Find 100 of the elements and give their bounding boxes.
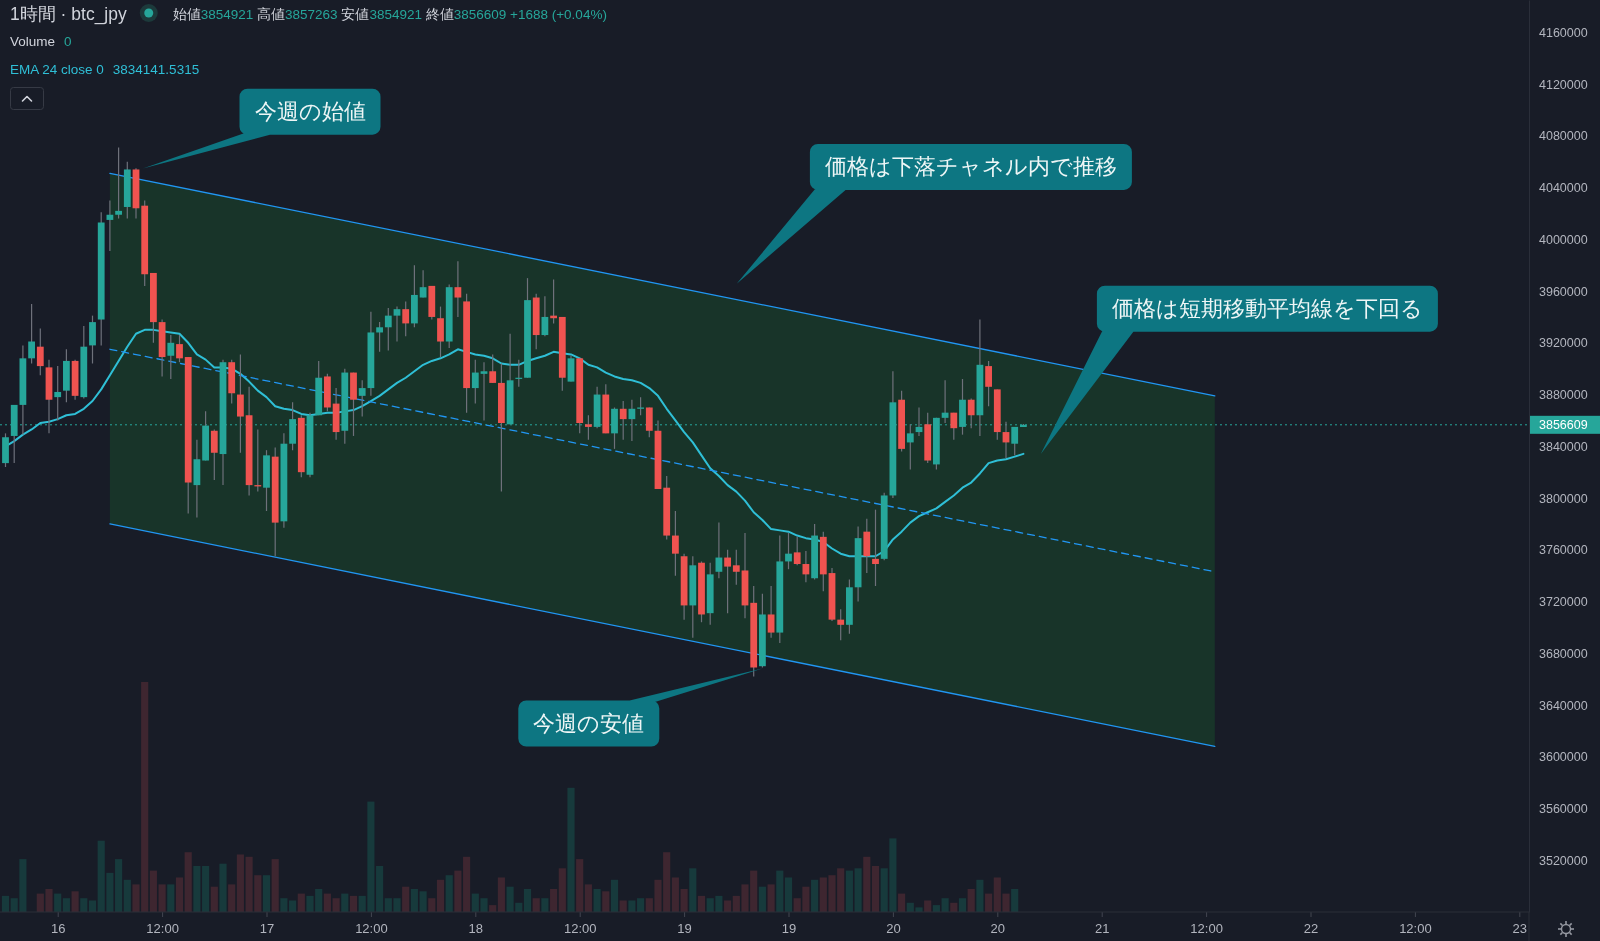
y-tick-label: 3720000 [1539,595,1588,610]
candlestick [480,361,488,422]
candlestick [89,315,96,365]
bar [228,884,236,912]
text: 始値3854921 高値3857263 安値3854921 終値3856609 +1688 (+0.04%) [172,6,607,22]
y-tick-label: 3960000 [1539,284,1588,299]
bar [193,866,201,912]
bar [297,893,305,912]
bar [219,863,227,912]
bar [410,889,418,912]
bar [158,884,166,912]
bar [958,898,967,912]
candlestick [1011,426,1019,456]
candlestick [237,353,244,454]
bar [776,870,784,912]
y-tick-label: 3840000 [1539,439,1588,454]
annotation: 価格は短期移動平均線を下回る [1111,296,1423,322]
x-tick-label: 23 [1512,921,1528,937]
y-tick-label: 3880000 [1539,388,1588,403]
bar [689,868,697,912]
bar [280,898,288,912]
x-tick-label: 12:00 [563,921,597,937]
bar [541,898,549,912]
bar [262,875,271,912]
bar [602,891,610,912]
bar [71,891,79,912]
bar [610,879,619,912]
y-tick-label: 3640000 [1539,698,1588,713]
bar [149,870,157,912]
bar [671,877,679,912]
bar [558,868,566,912]
y-tick-label: 4080000 [1539,129,1588,144]
x-tick-label: 22 [1303,921,1319,937]
candlestick [376,321,383,353]
bar [1011,889,1019,912]
bar [680,889,688,912]
bar [436,879,445,912]
x-tick-label: 17 [259,921,275,937]
bar [80,898,88,912]
annotation: 今週の始値 [254,99,366,125]
bar [758,886,766,912]
chart-title: 1時間 · btc_jpy [10,4,127,25]
bar [428,898,436,912]
candlestick [115,146,122,220]
y-tick-label: 3920000 [1539,336,1588,351]
candlestick [384,307,392,352]
annotation: 今週の安値 [533,711,645,736]
y-tick-label: 3680000 [1539,646,1588,661]
candlestick [393,305,401,343]
x-tick-label: 18 [468,921,484,937]
x-tick-label: 20 [990,921,1006,937]
x-tick-label: 12:00 [1399,921,1432,937]
y-tick-label: 3760000 [1539,543,1588,558]
bar [167,884,175,912]
candlestick [437,305,444,358]
bar [967,889,975,912]
bar [976,879,984,912]
y-tick-label: 4120000 [1539,77,1588,92]
bar [54,893,62,912]
bar [898,893,906,912]
candlestick [619,400,627,441]
bar [210,886,218,912]
candlestick [489,353,497,384]
bar [376,866,384,912]
x-tick-label: 16 [50,921,66,937]
y-tick-label: 3520000 [1539,853,1588,868]
text: Volume [10,33,56,49]
candlestick [767,585,775,639]
bar [323,893,331,912]
candlestick [176,334,183,363]
bar [202,866,210,912]
bar [419,891,427,912]
bar [532,898,540,912]
bar [854,868,862,912]
bar [123,879,131,912]
y-tick-label: 4040000 [1539,181,1588,196]
bar [445,875,453,912]
bar [637,898,645,912]
bar [1,895,10,912]
bar [550,889,558,912]
candlestick [985,360,992,407]
x-tick-label: 21 [1094,921,1110,937]
bar [175,877,184,912]
bar [567,787,575,912]
candlestick [36,327,44,376]
bar [784,877,793,912]
x-tick-label: 19 [781,921,797,937]
bar [454,870,462,912]
candlestick [645,406,653,438]
candlestick [454,260,462,318]
bar [811,879,819,912]
candlestick [672,510,679,577]
candlestick [567,355,575,383]
x-tick-label: 12:00 [355,921,388,937]
bar [593,889,601,912]
text: EMA 24 close 0 [10,61,104,77]
candlestick [28,303,35,365]
annotation: 0 [64,33,72,49]
candlestick [872,509,879,587]
candlestick [785,532,792,570]
